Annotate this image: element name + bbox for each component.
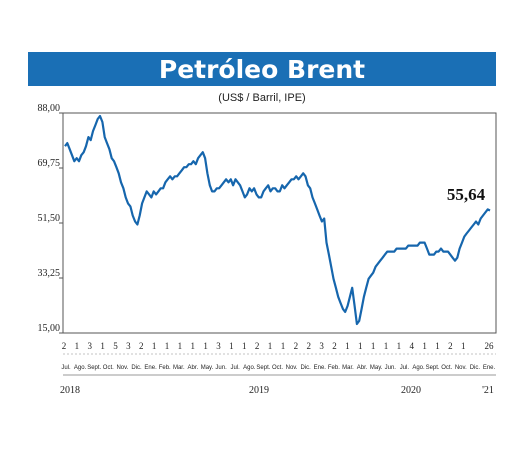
x-day-label: 1 [397, 341, 402, 351]
x-day-label: 1 [203, 341, 208, 351]
x-month-label: May. [370, 365, 383, 371]
x-month-label: Ago. [412, 365, 425, 371]
last-value-label: 55,64 [447, 185, 486, 204]
x-month-label: Jul. [400, 365, 410, 371]
x-day-label: 1 [268, 341, 273, 351]
x-month-label: Sept. [426, 365, 440, 371]
x-month-label: Nov. [286, 365, 298, 371]
x-month-label: Nov. [455, 365, 467, 371]
x-day-label: 3 [88, 341, 93, 351]
x-day-label: 1 [435, 341, 440, 351]
x-day-label: 1 [191, 341, 196, 351]
x-month-label: May. [201, 365, 214, 371]
x-day-label: 2 [255, 341, 260, 351]
y-tick-label: 33,25 [38, 268, 61, 279]
x-month-label: Sept. [87, 365, 101, 371]
x-axis-year-labels: 2018 2019 2020 '21 [60, 385, 494, 396]
x-month-label: Jul. [231, 365, 241, 371]
y-axis: 88,00 69,75 51,50 33,25 15,00 [38, 103, 63, 334]
y-tick-label: 88,00 [38, 103, 61, 114]
x-day-label: 26 [485, 341, 495, 351]
y-tick-label: 51,50 [38, 213, 61, 224]
x-month-label: Jun. [385, 365, 397, 371]
x-year-label: 2020 [401, 385, 421, 396]
series-line-brent [64, 114, 491, 326]
x-month-label: Ene. [144, 365, 157, 371]
x-day-label: 1 [178, 341, 183, 351]
x-day-label: 1 [229, 341, 234, 351]
x-month-label: Abr. [188, 365, 199, 371]
x-day-label: 3 [319, 341, 324, 351]
x-month-label: Ene. [314, 365, 327, 371]
x-month-label: Feb. [328, 365, 340, 371]
x-month-label: Oct. [103, 365, 114, 371]
x-axis-month-labels: Jul. Ago. Sept. Oct. Nov. Dic. Ene. Feb. Mar. Abr… [61, 365, 495, 371]
x-day-label: 2 [139, 341, 144, 351]
x-day-label: 3 [126, 341, 131, 351]
x-day-label: 5 [113, 341, 118, 351]
x-year-label: '21 [482, 385, 494, 396]
x-day-label: 2 [62, 341, 67, 351]
x-day-label: 1 [281, 341, 286, 351]
x-month-label: Ago. [74, 365, 87, 371]
x-day-label: 1 [358, 341, 363, 351]
x-day-label: 1 [345, 341, 350, 351]
x-month-label: Oct. [441, 365, 452, 371]
x-month-label: Abr. [357, 365, 368, 371]
x-month-label: Nov. [116, 365, 128, 371]
x-month-label: Mar. [342, 365, 354, 371]
x-month-label: Dic. [470, 365, 481, 371]
x-month-label: Mar. [173, 365, 185, 371]
x-day-label: 2 [332, 341, 337, 351]
x-month-label: Oct. [272, 365, 283, 371]
x-day-label: 1 [75, 341, 80, 351]
x-axis-day-labels: 2 1 3 1 5 3 2 1 1 1 1 1 3 1 1 2 1 1 2 2 3 2 1 1 1 1 1 4 1 1 2 1 26 [62, 341, 496, 355]
x-month-label: Ene. [483, 365, 496, 371]
chart-subtitle: (US$ / Barril, IPE) [218, 92, 305, 104]
x-day-label: 2 [306, 341, 311, 351]
x-day-label: 1 [384, 341, 389, 351]
x-day-label: 1 [242, 341, 247, 351]
x-month-label: Ago. [243, 365, 256, 371]
x-year-label: 2018 [60, 385, 80, 396]
x-day-label: 1 [165, 341, 170, 351]
x-day-label: 1 [100, 341, 105, 351]
x-month-label: Dic. [301, 365, 312, 371]
x-day-label: 2 [448, 341, 453, 351]
x-month-label: Jul. [61, 365, 71, 371]
y-tick-label: 69,75 [38, 158, 61, 169]
y-tick-label: 15,00 [38, 323, 61, 334]
x-day-label: 1 [422, 341, 427, 351]
x-month-label: Feb. [159, 365, 171, 371]
x-day-label: 4 [409, 341, 414, 351]
x-day-label: 1 [152, 341, 157, 351]
x-day-label: 3 [216, 341, 221, 351]
x-day-label: 1 [371, 341, 376, 351]
title-banner [28, 52, 496, 86]
x-month-label: Jun. [215, 365, 227, 371]
x-day-label: 1 [461, 341, 466, 351]
chart-title: Petróleo Brent [159, 55, 365, 84]
plot-frame [62, 112, 497, 334]
x-month-label: Dic. [131, 365, 142, 371]
x-day-label: 2 [294, 341, 299, 351]
x-month-label: Sept. [256, 365, 270, 371]
x-year-label: 2019 [249, 385, 269, 396]
